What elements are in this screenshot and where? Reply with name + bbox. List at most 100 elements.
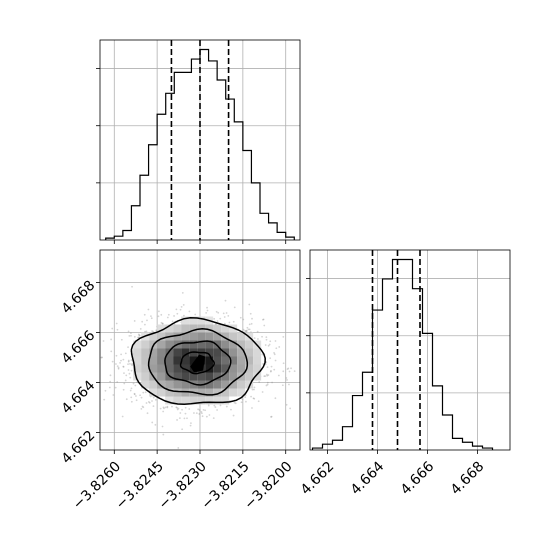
density-cell bbox=[189, 396, 198, 405]
scatter-point bbox=[273, 368, 276, 371]
x-tick-label: 4.662 bbox=[298, 459, 338, 499]
density-cell bbox=[173, 388, 182, 397]
density-cell bbox=[221, 380, 230, 389]
histogram-bin bbox=[157, 114, 166, 240]
scatter-point bbox=[159, 407, 162, 410]
scatter-point bbox=[143, 323, 146, 326]
density-cell bbox=[173, 372, 182, 381]
density-cell bbox=[149, 356, 158, 365]
scatter-point bbox=[123, 382, 126, 385]
scatter-point bbox=[131, 364, 133, 367]
scatter-point bbox=[161, 322, 164, 325]
scatter-point bbox=[282, 335, 285, 338]
scatter-point bbox=[104, 389, 107, 392]
scatter-point bbox=[288, 383, 290, 386]
density-cell bbox=[189, 372, 198, 381]
density-cell bbox=[133, 340, 142, 349]
scatter-point bbox=[166, 405, 169, 408]
density-cell bbox=[157, 372, 166, 381]
density-cell bbox=[181, 316, 190, 325]
y-tick-label: 4.668 bbox=[59, 278, 99, 318]
contour-line bbox=[130, 317, 266, 405]
quantile-lines bbox=[371, 250, 421, 450]
scatter-point bbox=[146, 319, 148, 322]
density-cell bbox=[197, 340, 206, 349]
density-cell bbox=[221, 388, 230, 397]
scatter-point bbox=[120, 353, 123, 356]
scatter-point bbox=[144, 330, 146, 333]
histogram-bin bbox=[473, 446, 483, 450]
density-cell bbox=[141, 364, 150, 373]
density-cell bbox=[181, 356, 190, 365]
density-cell bbox=[181, 388, 190, 397]
scatter-point bbox=[111, 360, 114, 363]
contour-panel: −3.8260−3.8245−3.8230−3.8215−3.8200 4.66… bbox=[59, 249, 301, 513]
density-cell bbox=[141, 380, 150, 389]
scatter-point bbox=[166, 406, 169, 409]
scatter-point bbox=[248, 323, 251, 326]
scatter-point bbox=[224, 299, 227, 302]
x-tick-labels: −3.8260−3.8245−3.8230−3.8215−3.8200 bbox=[70, 459, 296, 513]
scatter-point bbox=[137, 336, 139, 339]
density-cell bbox=[245, 364, 254, 373]
density-cell bbox=[213, 388, 222, 397]
scatter-point bbox=[241, 398, 244, 401]
scatter-point bbox=[176, 406, 179, 409]
scatter-point bbox=[171, 405, 173, 408]
scatter-point bbox=[127, 360, 130, 363]
scatter-point bbox=[212, 417, 215, 420]
scatter-point bbox=[265, 384, 268, 387]
scatter-point bbox=[288, 370, 291, 373]
density-cell bbox=[253, 372, 262, 381]
scatter-point bbox=[162, 410, 165, 413]
density-cell bbox=[253, 364, 262, 373]
density-cell bbox=[229, 340, 238, 349]
scatter-point bbox=[127, 330, 130, 333]
density-cell bbox=[181, 380, 190, 389]
scatter-point bbox=[101, 356, 103, 359]
scatter-point bbox=[127, 346, 129, 349]
scatter-point bbox=[251, 407, 253, 409]
scatter-point bbox=[217, 311, 220, 314]
x-tick-label: 4.664 bbox=[348, 459, 388, 499]
scatter-point bbox=[228, 321, 231, 324]
density-cell bbox=[165, 380, 174, 389]
density-cell bbox=[205, 396, 214, 405]
scatter-point bbox=[147, 401, 150, 403]
scatter-point bbox=[198, 413, 201, 415]
scatter-point bbox=[120, 338, 123, 341]
scatter-point bbox=[215, 310, 218, 313]
scatter-point bbox=[177, 447, 180, 449]
scatter-point bbox=[133, 392, 136, 395]
scatter-point bbox=[247, 328, 250, 331]
scatter-point bbox=[115, 354, 118, 357]
scatter-point bbox=[270, 415, 273, 418]
density-cell bbox=[157, 348, 166, 357]
scatter-point bbox=[135, 395, 137, 397]
density-cell bbox=[173, 396, 182, 405]
scatter-point bbox=[114, 386, 117, 389]
density-cell bbox=[157, 356, 166, 365]
scatter-point bbox=[116, 381, 119, 383]
scatter-point bbox=[200, 412, 203, 415]
histogram-bin bbox=[423, 333, 433, 450]
density-cell bbox=[149, 388, 158, 397]
density-cell bbox=[253, 348, 262, 357]
density-cell bbox=[149, 380, 158, 389]
scatter-point bbox=[188, 408, 191, 410]
scatter-point bbox=[151, 330, 154, 332]
scatter-point bbox=[182, 314, 185, 317]
scatter-point bbox=[264, 375, 267, 378]
scatter-point bbox=[154, 423, 157, 426]
histogram-bin bbox=[343, 427, 353, 450]
scatter-point bbox=[201, 415, 204, 418]
scatter-point bbox=[216, 409, 218, 411]
scatter-point bbox=[173, 315, 175, 317]
scatter-point bbox=[161, 322, 164, 325]
density-cell bbox=[221, 372, 230, 381]
scatter-point bbox=[163, 407, 165, 410]
scatter-point bbox=[285, 377, 288, 379]
scatter-point bbox=[207, 404, 210, 407]
contour-line bbox=[147, 328, 249, 396]
scatter-point bbox=[179, 412, 182, 414]
